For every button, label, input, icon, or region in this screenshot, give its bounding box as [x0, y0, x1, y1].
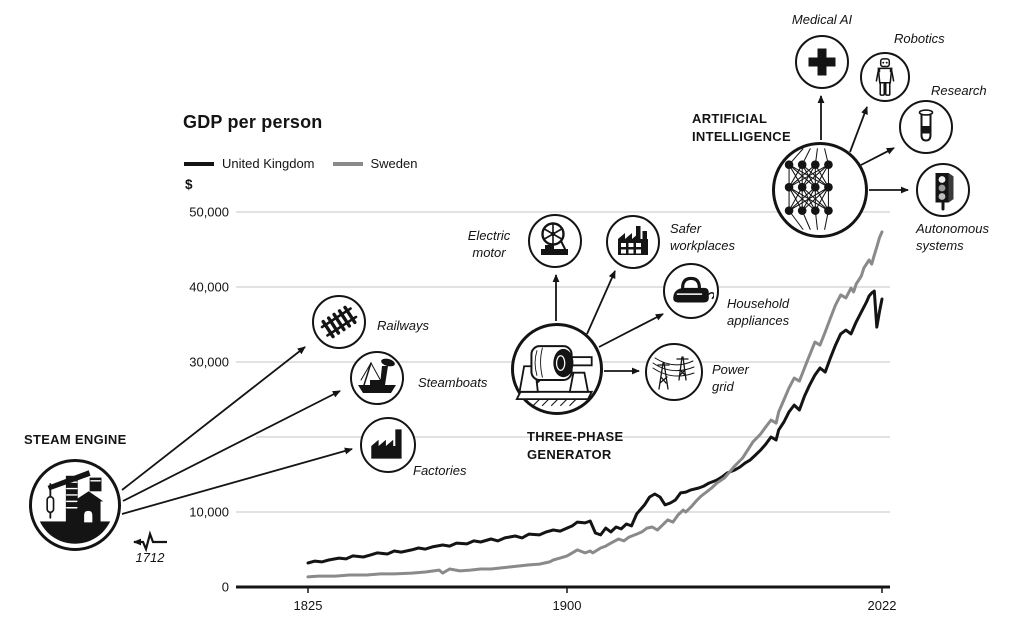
- safer-workplaces-label: Safer workplaces: [670, 221, 736, 253]
- autonomous-systems-icon: [935, 173, 954, 211]
- factories-icon: [371, 429, 402, 459]
- factories-node: [360, 417, 416, 473]
- factories-label: Factories: [413, 463, 467, 478]
- ai-node: [772, 142, 868, 238]
- arrow-steam-to-factories: [121, 447, 353, 515]
- x-tick-label-1900: 1900: [553, 598, 582, 613]
- arrow-generator-to-appliances: [598, 313, 664, 348]
- research-node: [899, 100, 953, 154]
- y-tick-label-40000: 40,000: [189, 280, 229, 295]
- power-grid-icon: [652, 356, 695, 390]
- sweden-line-swatch: [332, 161, 363, 166]
- robotics-label: Robotics: [894, 31, 945, 46]
- steam-engine-node: [29, 459, 121, 551]
- y-tick-label-0: 0: [222, 580, 229, 595]
- power-grid-node: [645, 343, 703, 401]
- uk-line-swatch: [184, 161, 214, 166]
- generator-title: THREE-PHASE GENERATOR: [527, 429, 624, 462]
- steam-engine-title: STEAM ENGINE: [24, 432, 127, 447]
- steam-engine-year-note: 1712: [135, 550, 165, 565]
- steamboats-label: Steamboats: [418, 375, 488, 390]
- legend-item-sweden: Sweden: [332, 156, 418, 171]
- autonomous-systems-label: Autonomous systems: [916, 221, 989, 253]
- series-line-sweden: [306, 230, 884, 579]
- steam-engine-icon: [36, 470, 114, 544]
- legend-item-uk: United Kingdom: [184, 156, 315, 171]
- generator-node: [511, 323, 603, 415]
- chart-legend: United Kingdom Sweden: [184, 156, 417, 171]
- series-line-united-kingdom: [306, 289, 884, 565]
- axis-break-arrow: [132, 530, 167, 553]
- household-appliances-node: [663, 263, 719, 319]
- x-tick-label-1825: 1825: [294, 598, 323, 613]
- medical-ai-label: Medical AI: [791, 12, 853, 27]
- ai-title: ARTIFICIAL INTELLIGENCE: [692, 111, 791, 144]
- artificial-intelligence-icon: [784, 148, 833, 230]
- y-tick-label-50000: 50,000: [189, 205, 229, 220]
- arrow-generator-to-workplaces: [586, 270, 616, 335]
- research-icon: [918, 109, 934, 142]
- legend-label-uk: United Kingdom: [222, 156, 315, 171]
- railways-label: Railways: [377, 318, 430, 333]
- steamboats-icon: [358, 358, 396, 393]
- electric-motor-label: Electric motor: [467, 228, 511, 260]
- power-grid-label: Power grid: [712, 362, 749, 394]
- x-tick-label-2022: 2022: [868, 598, 897, 613]
- arrow-steam-to-railways: [121, 346, 306, 491]
- arrow-ai-to-research: [860, 147, 895, 166]
- y-tick-label-30000: 30,000: [189, 355, 229, 370]
- arrow-ai-to-robotics: [849, 106, 868, 153]
- autonomous-systems-node: [916, 163, 970, 217]
- household-appliances-label: Household appliances: [727, 296, 790, 328]
- page-title: GDP per person: [183, 112, 323, 132]
- robotics-node: [860, 52, 910, 102]
- y-tick-label-10000: 10,000: [189, 505, 229, 520]
- medical-ai-icon: [808, 48, 836, 76]
- electric-motor-node: [528, 214, 582, 268]
- medical-ai-node: [795, 35, 849, 89]
- legend-label-sweden: Sweden: [370, 156, 418, 171]
- steamboats-node: [350, 351, 404, 405]
- safer-workplaces-node: [606, 215, 660, 269]
- electric-motor-icon: [541, 222, 568, 255]
- research-label: Research: [931, 83, 987, 98]
- household-appliances-icon: [673, 276, 714, 303]
- railways-node: [312, 295, 366, 349]
- robotics-icon: [875, 58, 895, 96]
- safer-workplaces-icon: [618, 226, 648, 255]
- three-phase-generator-icon: [515, 345, 594, 407]
- railways-icon: [320, 305, 358, 339]
- currency-unit-label: $: [185, 177, 193, 192]
- arrow-steam-to-steamboats: [122, 390, 341, 502]
